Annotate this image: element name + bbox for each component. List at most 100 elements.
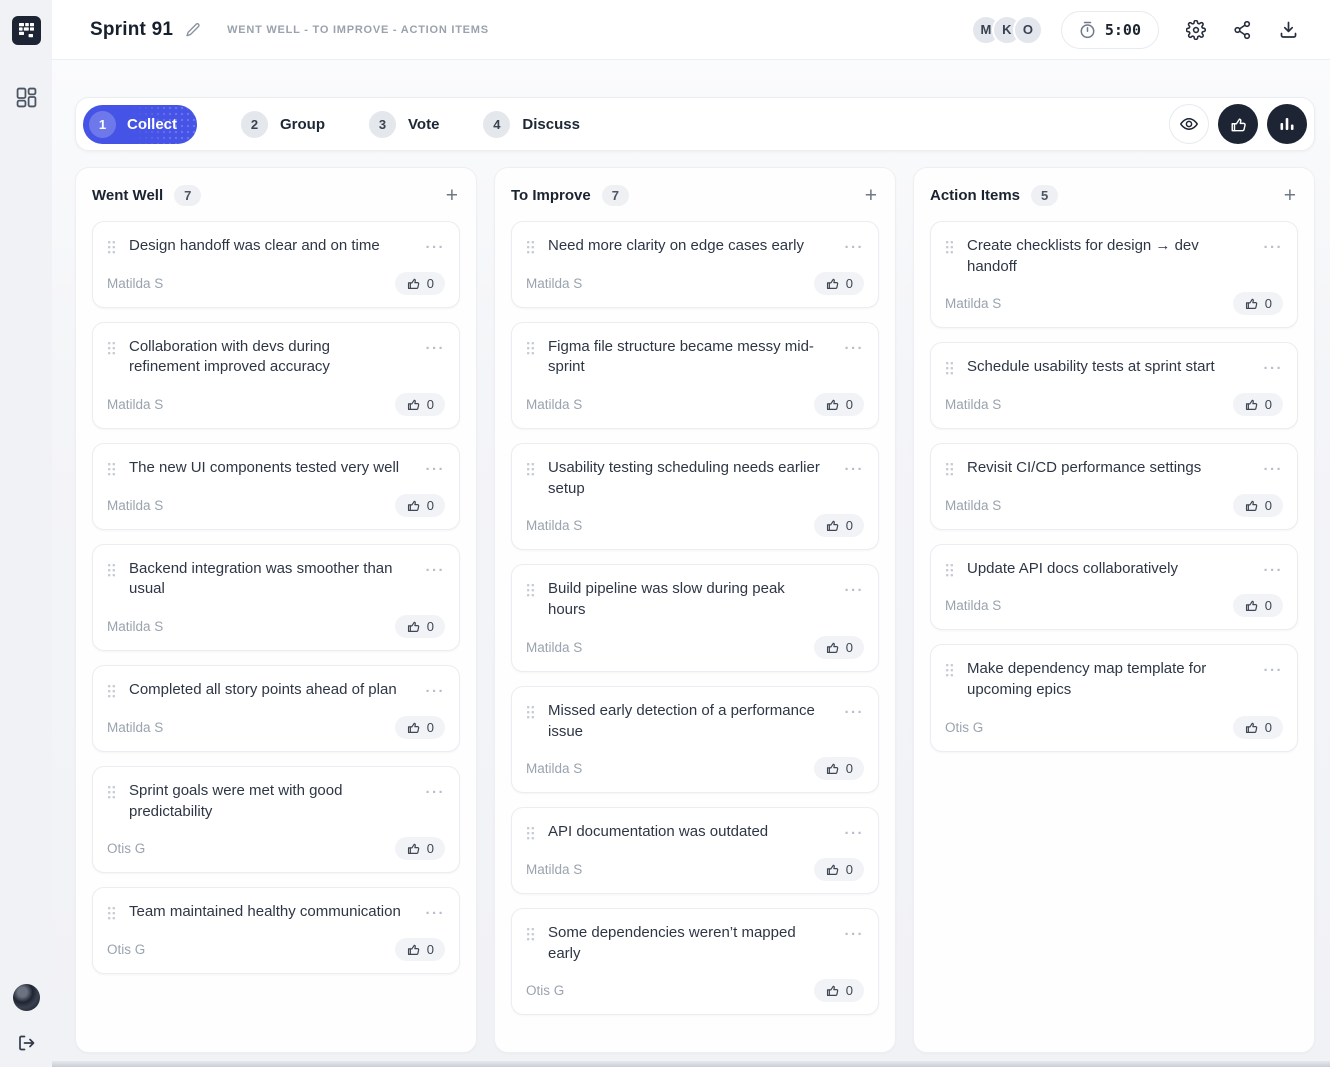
card-menu-button[interactable]: ··· [1263,561,1283,579]
vote-button[interactable]: 0 [1232,715,1283,739]
vote-button[interactable]: 0 [1232,493,1283,517]
avatar[interactable]: O [1012,14,1043,45]
drag-handle[interactable] [945,663,956,678]
card-menu-button[interactable]: ··· [1263,360,1283,378]
retro-card[interactable]: Revisit CI/CD performance settings ··· M… [930,443,1298,530]
retro-card[interactable]: Build pipeline was slow during peak hour… [511,564,879,672]
retro-card[interactable]: Sprint goals were met with good predicta… [92,765,460,874]
retro-card[interactable]: Missed early detection of a performance … [511,685,879,794]
add-card-button[interactable]: + [864,184,877,207]
stepper-step-vote[interactable]: 3 Vote [369,110,439,138]
export-button[interactable] [1279,20,1298,39]
retro-card[interactable]: Figma file structure became messy mid-sp… [511,321,879,430]
app-logo[interactable] [11,16,41,45]
card-menu-button[interactable]: ··· [844,582,864,600]
card-menu-button[interactable]: ··· [425,905,445,923]
vote-button[interactable]: 0 [813,635,864,659]
card-menu-button[interactable]: ··· [844,339,864,357]
preview-button[interactable] [1169,104,1209,144]
avatar[interactable]: K [991,14,1022,45]
retro-card[interactable]: Design handoff was clear and on time ···… [92,221,460,308]
drag-handle[interactable] [107,240,118,255]
drag-handle[interactable] [945,240,956,255]
drag-handle[interactable] [526,462,537,477]
add-card-button[interactable]: + [1283,184,1296,207]
results-button[interactable] [1267,104,1307,144]
share-button[interactable] [1233,20,1252,40]
card-menu-button[interactable]: ··· [844,825,864,843]
settings-button[interactable] [1186,19,1206,40]
logout-button[interactable] [16,1033,36,1053]
drag-handle[interactable] [526,583,537,598]
card-menu-button[interactable]: ··· [1263,662,1283,680]
vote-button[interactable]: 0 [813,271,864,295]
retro-card[interactable]: The new UI components tested very well ·… [92,443,460,530]
retro-card[interactable]: Schedule usability tests at sprint start… [930,342,1298,430]
votes-view-button[interactable] [1218,104,1258,144]
drag-handle[interactable] [107,684,118,699]
retro-card[interactable]: Make dependency map template for upcomin… [930,644,1298,752]
retro-card[interactable]: Some dependencies weren’t mapped early ·… [511,907,879,1016]
retro-card[interactable]: Create checklists for design → dev hando… [930,221,1298,329]
stepper-step-group[interactable]: 2 Group [241,110,325,138]
vote-count: 0 [845,397,853,413]
card-menu-button[interactable]: ··· [425,461,445,479]
horizontal-scrollbar[interactable] [52,1061,1330,1067]
vote-button[interactable]: 0 [394,271,445,295]
card-menu-button[interactable]: ··· [425,783,445,801]
drag-handle[interactable] [107,785,118,800]
retro-card[interactable]: Need more clarity on edge cases early ··… [511,221,879,308]
vote-button[interactable]: 0 [813,979,864,1003]
timer-button[interactable]: 5:00 [1060,10,1159,49]
vote-button[interactable]: 0 [1232,393,1283,417]
drag-handle[interactable] [945,563,956,578]
retro-card[interactable]: Completed all story points ahead of plan… [92,665,460,752]
drag-handle[interactable] [526,826,537,841]
card-menu-button[interactable]: ··· [425,561,445,579]
drag-handle[interactable] [526,341,537,356]
drag-handle[interactable] [526,240,537,255]
card-menu-button[interactable]: ··· [1263,461,1283,479]
vote-button[interactable]: 0 [394,615,445,639]
vote-button[interactable]: 0 [813,857,864,881]
card-menu-button[interactable]: ··· [1263,239,1283,256]
vote-button[interactable]: 0 [394,715,445,739]
retro-card[interactable]: Backend integration was smoother than us… [92,543,460,652]
drag-handle[interactable] [526,927,537,942]
drag-handle[interactable] [526,705,537,720]
add-card-button[interactable]: + [445,184,458,207]
vote-button[interactable]: 0 [813,514,864,538]
current-user-avatar[interactable] [12,984,40,1011]
vote-button[interactable]: 0 [1232,594,1283,618]
stepper-step-discuss[interactable]: 4 Discuss [483,110,580,138]
card-menu-button[interactable]: ··· [425,339,445,357]
retro-card[interactable]: Collaboration with devs during refinemen… [92,321,460,430]
drag-handle[interactable] [945,361,956,376]
drag-handle[interactable] [107,906,118,921]
vote-button[interactable]: 0 [394,937,445,961]
drag-handle[interactable] [107,341,118,356]
card-menu-button[interactable]: ··· [844,461,864,479]
step-label: Collect [127,115,178,133]
vote-button[interactable]: 0 [813,757,864,781]
card-menu-button[interactable]: ··· [844,703,864,721]
card-menu-button[interactable]: ··· [844,239,864,256]
stepper-step-collect[interactable]: 1 Collect [83,104,198,144]
vote-button[interactable]: 0 [394,493,445,517]
card-menu-button[interactable]: ··· [844,925,864,943]
retro-card[interactable]: Usability testing scheduling needs earli… [511,443,879,551]
card-menu-button[interactable]: ··· [425,683,445,701]
drag-handle[interactable] [945,462,956,477]
edit-title-button[interactable] [185,22,201,38]
drag-handle[interactable] [107,462,118,477]
vote-button[interactable]: 0 [813,393,864,417]
drag-handle[interactable] [107,563,118,578]
card-menu-button[interactable]: ··· [425,239,445,256]
vote-button[interactable]: 0 [394,393,445,417]
vote-button[interactable]: 0 [1232,292,1283,316]
retro-card[interactable]: API documentation was outdated ··· Matil… [511,807,879,894]
retro-card[interactable]: Update API docs collaboratively ··· Mati… [930,543,1298,631]
sidebar-item-boards[interactable] [16,87,37,108]
vote-button[interactable]: 0 [394,837,445,861]
retro-card[interactable]: Team maintained healthy communication ··… [92,887,460,974]
